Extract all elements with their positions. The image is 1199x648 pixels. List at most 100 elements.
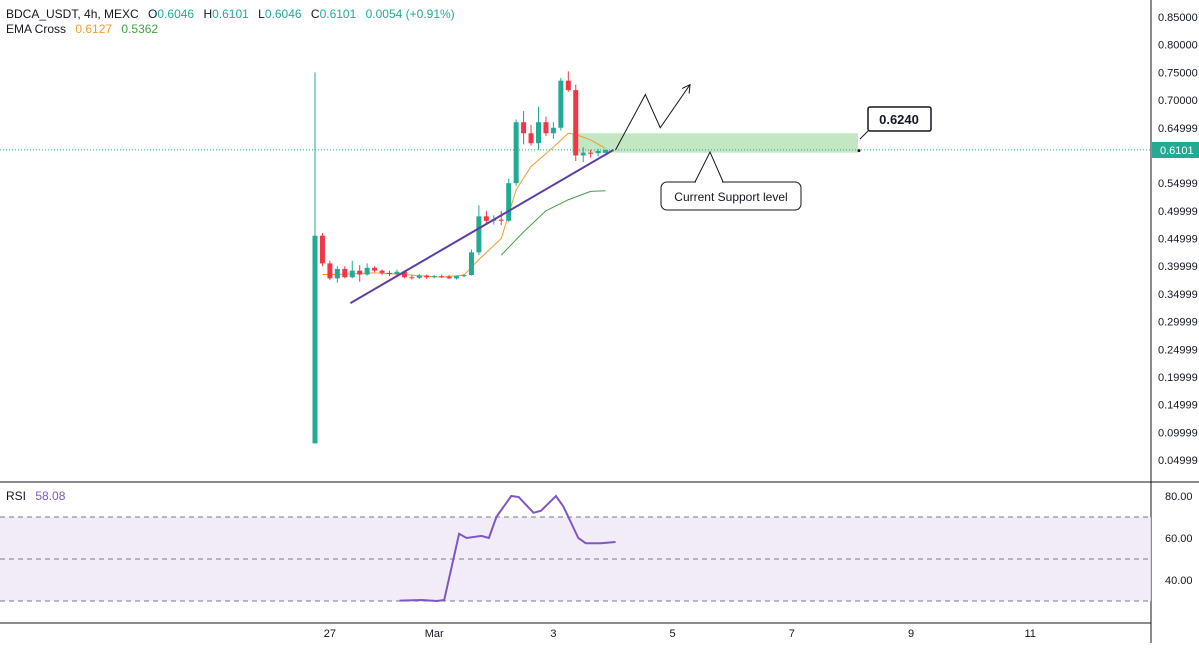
candle: [416, 273, 422, 279]
candle: [349, 260, 355, 279]
support-callout-text: Current Support level: [674, 190, 787, 204]
price-tick-label: 0.49999: [1158, 206, 1198, 218]
candle-body: [550, 127, 556, 134]
candle-body: [468, 252, 474, 276]
price-box-pointer: [859, 130, 869, 140]
candle-body: [312, 235, 318, 444]
ema-legend: EMA Cross 0.6127 0.5362: [6, 22, 158, 36]
candle-body: [528, 133, 534, 144]
candle-body: [334, 268, 340, 279]
candle: [468, 249, 474, 276]
price-tick-label: 0.14999: [1158, 400, 1198, 412]
projection-arrowhead: [681, 83, 691, 94]
candle: [550, 122, 556, 139]
candle-body: [558, 80, 564, 128]
candle-body: [543, 122, 549, 134]
price-tick-label: 0.24999: [1158, 344, 1198, 356]
candle-body: [476, 216, 482, 253]
axes: 0.04999 0.09999 0.14999 0.19999 0.24999 0.299…: [324, 12, 1198, 640]
candle: [439, 274, 445, 278]
price-tick-label: 0.09999: [1158, 427, 1198, 439]
time-tick-label: 3: [550, 628, 556, 640]
candle: [558, 77, 564, 131]
candle-body: [439, 276, 445, 278]
candle-body: [319, 235, 325, 264]
rsi-tick-label: 80.00: [1165, 491, 1193, 503]
time-tick-label: 27: [324, 628, 336, 640]
close-value: 0.6101: [320, 7, 357, 21]
candle: [483, 210, 489, 225]
candle-body: [454, 276, 460, 279]
candle: [588, 149, 594, 158]
change-value: 0.0054 (+0.91%): [366, 7, 455, 21]
candle: [521, 111, 527, 145]
candle: [565, 71, 571, 92]
price-tick-label: 0.80000: [1158, 40, 1198, 52]
candle: [312, 72, 318, 444]
price-tick-label: 0.64999: [1158, 123, 1198, 135]
ema-slow-value: 0.5362: [121, 22, 158, 36]
support-callout[interactable]: Current Support level: [660, 150, 802, 211]
time-tick-label: 7: [789, 628, 795, 640]
callout-pointer: [693, 150, 725, 185]
candle: [506, 178, 512, 222]
rsi-pane[interactable]: [399, 494, 616, 603]
candle: [357, 265, 363, 282]
rsi-label: RSI: [6, 489, 26, 503]
price-pane[interactable]: [0, 71, 1151, 444]
candle: [595, 148, 601, 157]
candle: [461, 273, 467, 278]
price-target-box[interactable]: 0.6240: [867, 106, 932, 132]
candle: [580, 147, 586, 163]
open-value: 0.6046: [157, 7, 194, 21]
ema-fast-value: 0.6127: [75, 22, 112, 36]
candle: [573, 84, 579, 161]
candle-body: [603, 149, 609, 153]
low-value: 0.6046: [265, 7, 302, 21]
candle-body: [521, 122, 527, 134]
candle-body: [536, 122, 541, 144]
candle: [431, 275, 437, 279]
candle-body: [372, 267, 378, 271]
candle-body: [394, 271, 400, 274]
support-trendline: [349, 149, 615, 304]
candle-body: [327, 263, 333, 279]
candle-body: [349, 270, 355, 278]
candle-body: [588, 152, 594, 154]
candle: [536, 106, 541, 150]
price-tick-label: 0.54999: [1158, 178, 1198, 190]
price-tick-label: 0.19999: [1158, 372, 1198, 384]
last-price-tag: 0.6101: [1152, 142, 1199, 158]
candle: [372, 266, 378, 273]
candle-body: [431, 276, 437, 278]
candle-body: [513, 122, 519, 184]
price-tick-label: 0.04999: [1158, 455, 1198, 467]
price-tick-label: 0.70000: [1158, 95, 1198, 107]
candle-body: [379, 270, 385, 273]
symbol-label: BDCA_USDT, 4h, MEXC: [6, 7, 139, 21]
rsi-tick-label: 40.00: [1165, 575, 1193, 587]
candle-body: [357, 270, 363, 275]
rsi-tick-label: 60.00: [1165, 533, 1193, 545]
candle: [446, 275, 452, 279]
support-zone: [572, 133, 858, 153]
candle-body: [580, 152, 586, 156]
last-price-text: 0.6101: [1160, 145, 1194, 157]
candle: [379, 269, 385, 276]
candle: [327, 260, 333, 281]
price-tick-label: 0.34999: [1158, 289, 1198, 301]
time-tick-label: 5: [670, 628, 676, 640]
candle-body: [595, 151, 601, 154]
candle-body: [483, 216, 489, 221]
price-tick-label: 0.85000: [1158, 12, 1198, 24]
candle: [498, 210, 504, 226]
candle-body: [401, 271, 407, 278]
ema-slow-line: [500, 190, 606, 256]
candle: [387, 270, 392, 277]
candle: [342, 266, 348, 279]
rsi-line: [399, 494, 616, 603]
candle-body: [409, 277, 415, 279]
candle-body: [342, 268, 348, 278]
high-value: 0.6101: [212, 7, 249, 21]
